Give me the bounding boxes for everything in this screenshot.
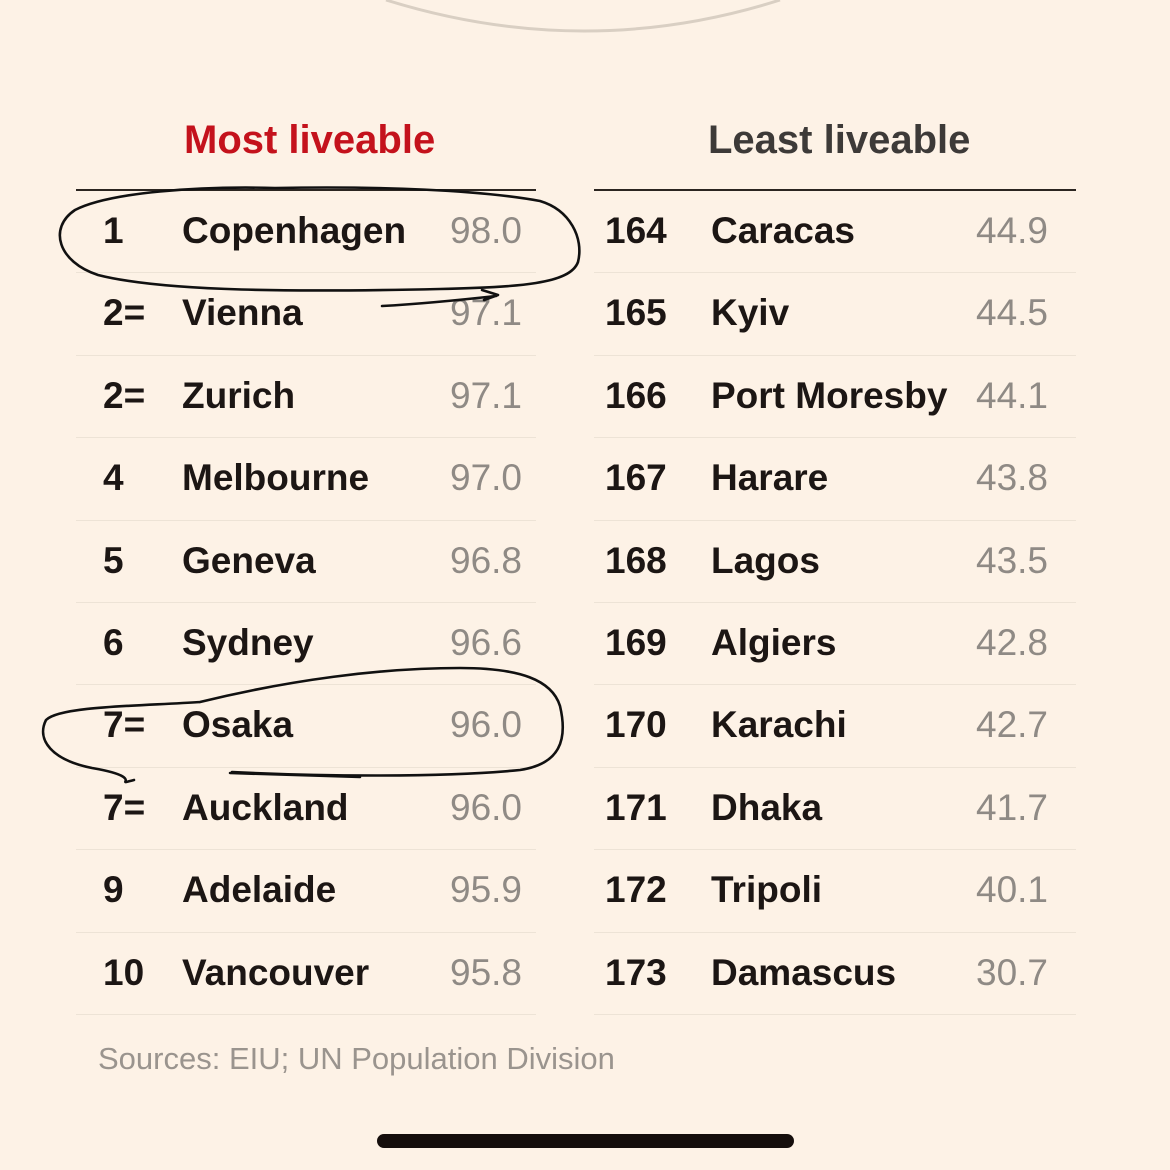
most-liveable-rows: 1 Copenhagen 98.0 2= Vienna 97.1 2= Zuri…: [76, 191, 536, 1015]
city-name: Tripoli: [711, 869, 822, 911]
rank: 173: [605, 951, 667, 993]
rank: 1: [103, 210, 124, 251]
table-row: 173 Damascus 30.7: [594, 933, 1076, 1015]
city-name: Caracas: [711, 210, 856, 251]
score: 30.7: [976, 951, 1049, 993]
table-row: 6 Sydney 96.6: [76, 603, 536, 686]
score: 44.5: [976, 292, 1049, 334]
city-name: Algiers: [711, 621, 837, 663]
score: 97.0: [450, 457, 523, 499]
rank: 2=: [103, 292, 146, 334]
score: 98.0: [450, 210, 523, 251]
score: 43.5: [976, 539, 1049, 581]
rank: 9: [103, 869, 124, 911]
table-row: 168 Lagos 43.5: [594, 521, 1076, 603]
rank: 172: [605, 869, 667, 911]
city-name: Port Moresby: [711, 374, 948, 416]
city-name: Melbourne: [182, 457, 370, 499]
score: 95.9: [450, 869, 523, 911]
rank: 7=: [103, 704, 146, 746]
score: 42.8: [976, 621, 1049, 663]
city-name: Osaka: [182, 704, 294, 746]
rank: 10: [103, 951, 145, 993]
rank: 164: [605, 210, 667, 251]
city-name: Auckland: [182, 786, 349, 828]
rank: 168: [605, 539, 667, 581]
city-name: Sydney: [182, 621, 314, 663]
rank: 169: [605, 621, 667, 663]
score: 44.1: [976, 374, 1049, 416]
table-row: 10 Vancouver 95.8: [76, 933, 536, 1015]
source-note: Sources: EIU; UN Population Division: [98, 1041, 615, 1076]
city-name: Geneva: [182, 539, 316, 581]
rank: 170: [605, 704, 667, 746]
city-name: Vancouver: [182, 951, 370, 993]
home-indicator[interactable]: [377, 1134, 794, 1148]
rank: 7=: [103, 786, 146, 828]
table-row: 7= Auckland 96.0: [76, 768, 536, 851]
city-name: Dhaka: [711, 786, 823, 828]
city-name: Karachi: [711, 704, 847, 746]
city-name: Copenhagen: [182, 210, 407, 251]
least-liveable-rows: 164 Caracas 44.9 165 Kyiv 44.5 166 Port …: [594, 191, 1076, 1015]
table-row: 170 Karachi 42.7: [594, 685, 1076, 768]
rank: 4: [103, 457, 124, 499]
table-row: 169 Algiers 42.8: [594, 603, 1076, 686]
score: 96.0: [450, 786, 523, 828]
table-row: 1 Copenhagen 98.0: [76, 191, 536, 274]
score: 44.9: [976, 210, 1049, 251]
city-name: Lagos: [711, 539, 820, 581]
table-row: 165 Kyiv 44.5: [594, 273, 1076, 356]
score: 96.0: [450, 704, 523, 746]
header-rule: [594, 189, 1076, 191]
city-name: Vienna: [182, 292, 303, 334]
table-row: 2= Vienna 97.1: [76, 273, 536, 356]
score: 97.1: [450, 292, 523, 334]
score: 96.6: [450, 621, 523, 663]
rank: 165: [605, 292, 667, 334]
score: 42.7: [976, 704, 1049, 746]
table-row: 171 Dhaka 41.7: [594, 768, 1076, 851]
table-row: 4 Melbourne 97.0: [76, 438, 536, 521]
city-name: Zurich: [182, 374, 296, 416]
city-name: Harare: [711, 457, 829, 499]
rank: 166: [605, 374, 667, 416]
table-row: 166 Port Moresby 44.1: [594, 356, 1076, 439]
table-row: 172 Tripoli 40.1: [594, 850, 1076, 933]
rank: 171: [605, 786, 667, 828]
most-liveable-heading: Most liveable: [184, 118, 436, 162]
table-row: 7= Osaka 96.0: [76, 685, 536, 768]
cropped-graphic-arc: [385, 0, 781, 33]
score: 96.8: [450, 539, 523, 581]
city-name: Damascus: [711, 951, 897, 993]
table-row: 9 Adelaide 95.9: [76, 850, 536, 933]
score: 43.8: [976, 457, 1049, 499]
rank: 6: [103, 621, 124, 663]
rank: 2=: [103, 374, 146, 416]
rank: 167: [605, 457, 667, 499]
table-row: 5 Geneva 96.8: [76, 521, 536, 603]
city-name: Kyiv: [711, 292, 790, 334]
table-row: 2= Zurich 97.1: [76, 356, 536, 439]
rank: 5: [103, 539, 124, 581]
table-row: 167 Harare 43.8: [594, 438, 1076, 521]
score: 95.8: [450, 951, 523, 993]
score: 40.1: [976, 869, 1049, 911]
table-row: 164 Caracas 44.9: [594, 191, 1076, 274]
score: 97.1: [450, 374, 523, 416]
city-name: Adelaide: [182, 869, 337, 911]
least-liveable-heading: Least liveable: [708, 118, 971, 162]
score: 41.7: [976, 786, 1049, 828]
